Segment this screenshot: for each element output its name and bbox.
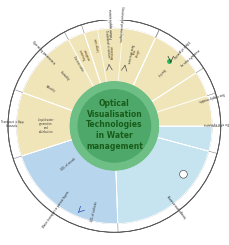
Bar xyxy=(184,134,189,138)
Bar xyxy=(62,190,80,192)
Bar xyxy=(60,55,67,57)
Wedge shape xyxy=(8,20,220,232)
Bar xyxy=(62,181,80,183)
Text: Excess ratio: Excess ratio xyxy=(72,55,84,72)
Bar xyxy=(59,56,63,60)
Text: Transport in flow
channels: Transport in flow channels xyxy=(1,120,24,128)
Wedge shape xyxy=(68,28,155,87)
Bar xyxy=(107,35,112,38)
Text: Simulation: Simulation xyxy=(110,45,115,60)
Bar xyxy=(183,108,188,113)
Text: In situ systems: In situ systems xyxy=(180,49,200,68)
Bar xyxy=(177,155,183,159)
Text: Humidity: Humidity xyxy=(58,70,70,82)
Text: Water transport in porous layers: Water transport in porous layers xyxy=(41,190,70,229)
Wedge shape xyxy=(132,37,207,112)
Text: Gravity: Gravity xyxy=(155,67,165,78)
Bar xyxy=(180,98,186,103)
Bar xyxy=(153,63,159,68)
Circle shape xyxy=(70,82,158,170)
Bar xyxy=(27,141,34,147)
Bar xyxy=(167,58,173,64)
Bar xyxy=(39,75,45,77)
Bar xyxy=(35,85,40,89)
Text: Velocity: Velocity xyxy=(45,85,56,94)
Bar xyxy=(174,87,180,91)
Text: Ex situ systems: Ex situ systems xyxy=(203,121,228,126)
Text: Transient
condition: Transient condition xyxy=(79,47,91,61)
Text: Gas supply models: Gas supply models xyxy=(198,91,225,103)
Wedge shape xyxy=(132,37,196,102)
Bar xyxy=(62,188,80,190)
Bar xyxy=(62,183,80,185)
Bar xyxy=(183,109,188,113)
Bar xyxy=(167,186,173,191)
Bar xyxy=(39,74,45,75)
Bar xyxy=(62,179,80,181)
Bar xyxy=(62,185,80,187)
Bar xyxy=(62,194,80,196)
Bar xyxy=(98,62,104,67)
Bar xyxy=(91,36,96,41)
Bar xyxy=(176,90,182,95)
Bar xyxy=(39,77,45,78)
Bar xyxy=(163,176,169,180)
Bar xyxy=(62,196,80,198)
Circle shape xyxy=(179,171,186,178)
Bar xyxy=(62,177,80,179)
Bar xyxy=(60,51,67,52)
Text: GDL of anode: GDL of anode xyxy=(60,157,76,172)
Text: Image processing: Image processing xyxy=(167,194,188,218)
Text: Future applications: Future applications xyxy=(109,9,114,39)
Text: New
design: New design xyxy=(131,48,141,58)
Wedge shape xyxy=(151,73,211,126)
Bar xyxy=(130,36,135,40)
Text: Structure of porous layers: Structure of porous layers xyxy=(117,6,123,42)
Bar xyxy=(120,61,125,66)
Text: Effect of gravity: Effect of gravity xyxy=(172,39,189,59)
Text: Optical
Visualisation
Technologies
in Water
management: Optical Visualisation Technologies in Wa… xyxy=(86,99,142,151)
Text: GDL of cathode: GDL of cathode xyxy=(90,201,98,222)
Wedge shape xyxy=(16,92,73,156)
Bar xyxy=(60,52,67,54)
Bar xyxy=(26,108,33,114)
Bar xyxy=(184,121,190,125)
Text: Large size: Large size xyxy=(93,38,100,52)
Text: New structure: New structure xyxy=(125,44,133,64)
Bar xyxy=(165,74,171,79)
Wedge shape xyxy=(115,137,208,224)
Bar xyxy=(84,38,89,43)
Bar xyxy=(39,73,45,74)
Text: Liquid water
generation
and
distribution: Liquid water generation and distribution xyxy=(38,118,54,134)
Wedge shape xyxy=(22,33,100,111)
Bar xyxy=(130,195,136,199)
Text: Operating parameters: Operating parameters xyxy=(31,40,55,65)
Bar xyxy=(60,54,67,55)
Wedge shape xyxy=(84,28,155,86)
Text: Traditional structure: Traditional structure xyxy=(104,29,110,58)
Bar xyxy=(145,189,151,193)
Bar xyxy=(109,61,115,65)
Wedge shape xyxy=(155,96,211,151)
Wedge shape xyxy=(21,140,117,224)
Bar xyxy=(62,192,80,194)
Circle shape xyxy=(78,90,150,162)
